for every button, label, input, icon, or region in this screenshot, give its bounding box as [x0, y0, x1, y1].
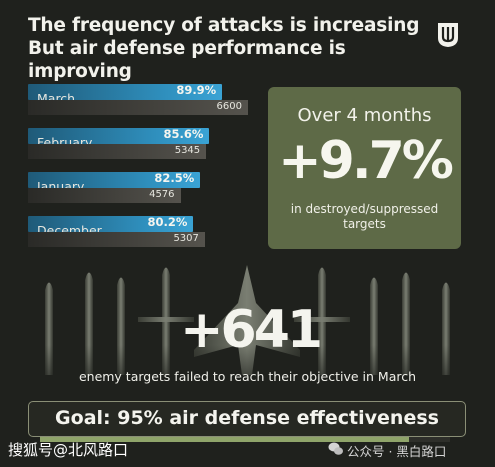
- bar-percent-february: [28, 128, 210, 144]
- bar-percent-january: [28, 172, 201, 188]
- percent-label: 89.9%: [176, 83, 217, 97]
- bar-percent-march: [28, 84, 223, 100]
- bar-row-december: December 80.2% 5307: [28, 213, 250, 249]
- bar-row-february: February 85.6% 5345: [28, 125, 250, 161]
- percent-label: 80.2%: [147, 215, 188, 229]
- watermark-right: 公众号 · 黑白路口: [347, 444, 447, 459]
- card-big-value: +9.7%: [278, 131, 454, 191]
- count-label: 6600: [216, 101, 242, 112]
- goal-progress-bar: [40, 437, 450, 442]
- page-title: The frequency of attacks is increasing B…: [28, 14, 428, 83]
- percent-label: 82.5%: [154, 171, 195, 185]
- summary-card: Over 4 months +9.7% in destroyed/suppres…: [268, 87, 461, 249]
- big-number: +641: [179, 300, 323, 360]
- title-line-2: But air defense performance is improving: [28, 38, 346, 82]
- missiles-drone-scene: [0, 265, 495, 395]
- count-label: 5307: [173, 233, 199, 244]
- trident-shield-icon: [438, 23, 458, 47]
- count-label: 5345: [174, 145, 201, 156]
- card-description: in destroyed/suppressed targets: [290, 202, 439, 231]
- bar-count-march: [28, 100, 248, 115]
- card-heading: Over 4 months: [297, 105, 432, 126]
- goal-box: Goal: 95% air defense effectiveness: [28, 401, 466, 437]
- goal-progress-fill: [40, 437, 409, 442]
- monthly-bar-chart: March 89.9% 6600 February 85.6% 5345 January 82…: [28, 78, 250, 258]
- watermark-left: 搜狐号@北风路口: [8, 441, 129, 459]
- bar-row-january: January 82.5% 4576: [28, 169, 250, 205]
- count-label: 4576: [149, 189, 175, 200]
- title-line-1: The frequency of attacks is increasing: [28, 15, 420, 36]
- bar-percent-december: [28, 216, 194, 232]
- bar-row-march: March 89.9% 6600: [28, 81, 250, 117]
- bar-count-january: [28, 188, 181, 203]
- caption: enemy targets failed to reach their obje…: [78, 369, 417, 384]
- wechat-icon: [328, 442, 343, 455]
- goal-text: Goal: 95% air defense effectiveness: [55, 407, 439, 429]
- bar-count-december: [28, 232, 205, 247]
- percent-label: 85.6%: [163, 127, 204, 141]
- bar-count-february: [28, 144, 207, 159]
